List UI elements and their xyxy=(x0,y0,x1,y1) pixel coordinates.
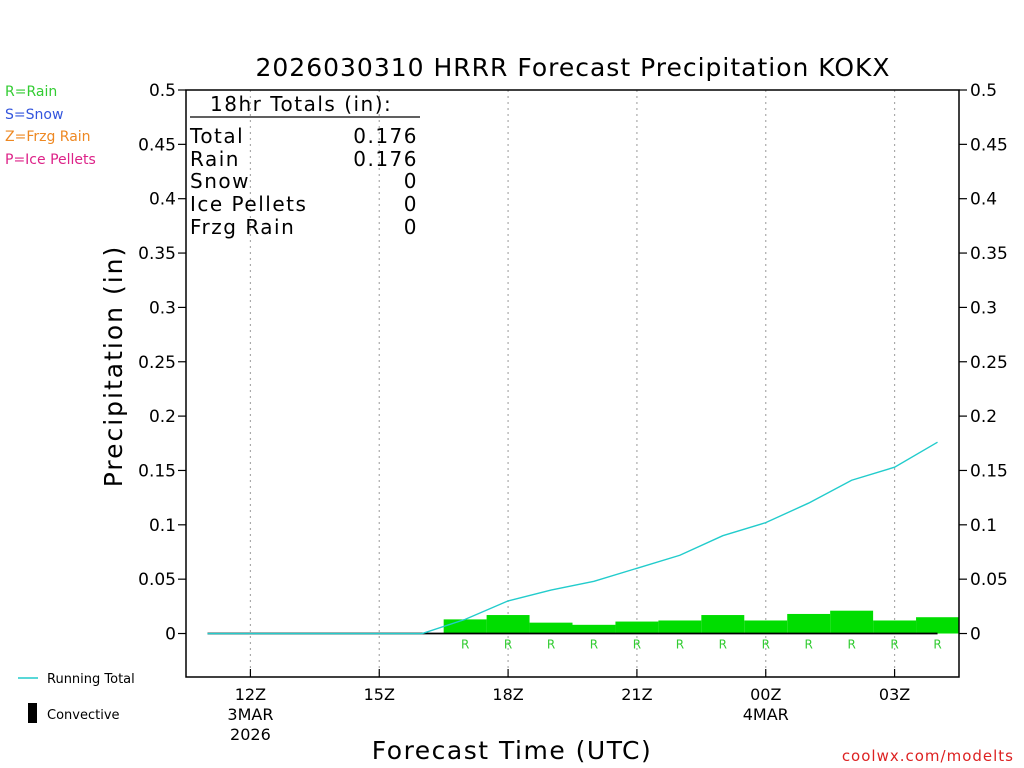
precip-bar xyxy=(615,621,659,634)
ptype-label: R xyxy=(633,638,641,652)
ptype-legend: R=Rain S=Snow Z=Frzg Rain P=Ice Pellets xyxy=(5,84,96,168)
grid-lines xyxy=(249,90,896,677)
ytick-label-left: 0 xyxy=(165,625,176,645)
totals-ice-pellets-label: Ice Pellets xyxy=(190,192,307,216)
ytick-label-left: 0.05 xyxy=(138,570,176,590)
xtick-year-label: 2026 xyxy=(230,725,271,744)
totals-snow-label: Snow xyxy=(190,169,250,193)
xtick-label: 03Z xyxy=(879,685,910,704)
totals-frzg-rain-label: Frzg Rain xyxy=(190,215,295,239)
xtick-label: 12Z xyxy=(235,685,266,704)
totals-box: 18hr Totals (in): Total 0.176 Rain 0.176… xyxy=(189,92,420,239)
precip-bar xyxy=(787,613,831,634)
ptype-label: R xyxy=(504,638,512,652)
ytick-label-left: 0.25 xyxy=(138,353,176,373)
precip-bar xyxy=(873,620,917,634)
ytick-label-right: 0.15 xyxy=(970,461,1008,481)
precip-bar xyxy=(443,619,487,634)
ytick-label-right: 0.1 xyxy=(970,516,997,536)
ptype-label: R xyxy=(762,638,770,652)
precip-bar xyxy=(916,617,959,634)
ytick-label-right: 0 xyxy=(970,625,981,645)
totals-rain-label: Rain xyxy=(190,147,240,171)
precip-bar xyxy=(744,620,788,634)
precip-bar xyxy=(572,624,616,634)
legend-snow: S=Snow xyxy=(5,107,63,123)
precip-bar xyxy=(658,620,702,634)
totals-ice-pellets-value: 0 xyxy=(404,192,418,216)
totals-snow-value: 0 xyxy=(404,169,418,193)
ytick-label-left: 0.15 xyxy=(138,461,176,481)
ytick-label-right: 0.35 xyxy=(970,244,1008,264)
x-axis-label: Forecast Time (UTC) xyxy=(372,736,652,765)
ytick-label-left: 0.5 xyxy=(149,81,176,101)
ytick-label-right: 0.05 xyxy=(970,570,1008,590)
precip-bar xyxy=(701,615,745,634)
xtick-label: 21Z xyxy=(621,685,652,704)
running-total-series xyxy=(207,441,938,635)
legend-convective: Convective xyxy=(47,708,120,723)
ytick-label-left: 0.45 xyxy=(138,135,176,155)
ytick-label-right: 0.25 xyxy=(970,353,1008,373)
ytick-label-left: 0.35 xyxy=(138,244,176,264)
legend-running-total: Running Total xyxy=(47,672,135,687)
running-total-line xyxy=(207,441,938,635)
xtick-label: 00Z xyxy=(750,685,781,704)
xtick-label: 18Z xyxy=(492,685,523,704)
ytick-label-left: 0.4 xyxy=(149,190,176,210)
ptype-label: R xyxy=(933,638,941,652)
totals-total-label: Total xyxy=(189,124,244,148)
credit-text: coolwx.com/modelts xyxy=(842,747,1014,765)
series-legend: Running Total Convective xyxy=(18,672,135,723)
legend-rain: R=Rain xyxy=(5,84,57,100)
precip-bar xyxy=(486,615,530,634)
chart-title: 2026030310 HRRR Forecast Precipitation K… xyxy=(255,53,890,82)
ptype-label: R xyxy=(547,638,555,652)
xtick-label: 15Z xyxy=(364,685,395,704)
precip-bar xyxy=(529,622,573,634)
totals-total-value: 0.176 xyxy=(353,124,418,148)
ytick-label-right: 0.4 xyxy=(970,190,997,210)
ptype-label: R xyxy=(676,638,684,652)
xtick-date-label: 3MAR xyxy=(227,705,273,724)
totals-header: 18hr Totals (in): xyxy=(210,92,392,116)
hourly-bars xyxy=(443,610,959,634)
legend-ice-pellets: P=Ice Pellets xyxy=(5,152,96,168)
ptype-label: R xyxy=(719,638,727,652)
ptype-label: R xyxy=(461,638,469,652)
precip-bar xyxy=(830,610,874,634)
convective-swatch xyxy=(28,703,37,723)
ptype-label: R xyxy=(890,638,898,652)
ytick-label-right: 0.2 xyxy=(970,407,997,427)
ytick-label-left: 0.2 xyxy=(149,407,176,427)
ytick-label-right: 0.45 xyxy=(970,135,1008,155)
xtick-date-label: 4MAR xyxy=(743,705,789,724)
totals-rain-value: 0.176 xyxy=(353,147,418,171)
ytick-label-right: 0.3 xyxy=(970,298,997,318)
y-axis-label: Precipitation (in) xyxy=(99,245,128,488)
ptype-label: R xyxy=(805,638,813,652)
totals-frzg-rain-value: 0 xyxy=(404,215,418,239)
ptype-label: R xyxy=(847,638,855,652)
y-axis-ticks: 0 00.05 0.050.1 0.10.15 0.150.2 0.20.25 0.250.… xyxy=(138,81,1008,645)
ptype-label: R xyxy=(590,638,598,652)
legend-frzg-rain: Z=Frzg Rain xyxy=(5,129,91,145)
ytick-label-left: 0.1 xyxy=(149,516,176,536)
plot-frame xyxy=(185,89,960,678)
ytick-label-right: 0.5 xyxy=(970,81,997,101)
ytick-label-left: 0.3 xyxy=(149,298,176,318)
